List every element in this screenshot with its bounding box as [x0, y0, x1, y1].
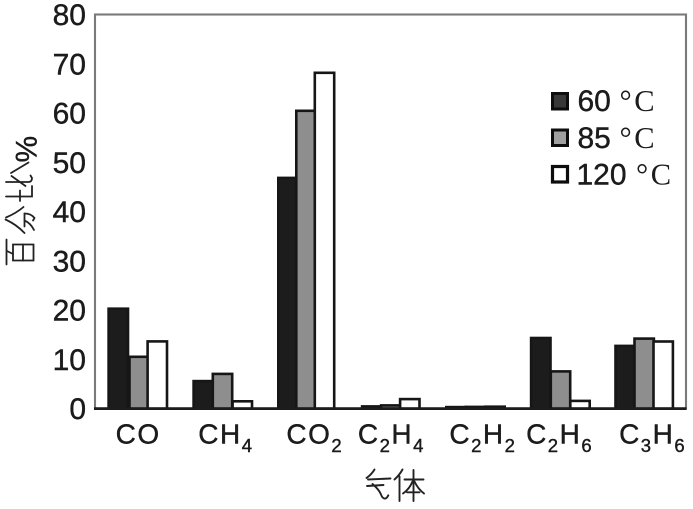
svg-text:°C: °C [636, 157, 674, 191]
svg-text:0: 0 [69, 393, 86, 426]
svg-text:60: 60 [578, 85, 611, 118]
svg-text:85: 85 [578, 122, 611, 155]
svg-text:°C: °C [620, 121, 658, 155]
svg-text:40: 40 [53, 196, 86, 229]
svg-text:60: 60 [53, 98, 86, 131]
svg-text:80: 80 [53, 0, 86, 32]
svg-text:C2H2: C2H2 [449, 419, 516, 457]
svg-text:C2H4: C2H4 [358, 419, 425, 457]
svg-text:CO: CO [116, 419, 161, 450]
svg-text:120: 120 [577, 158, 627, 191]
svg-text:20: 20 [53, 295, 86, 328]
svg-text:70: 70 [53, 48, 86, 81]
svg-text:30: 30 [53, 245, 86, 278]
svg-text:°C: °C [620, 84, 658, 118]
svg-text:10: 10 [53, 344, 86, 377]
svg-text:%: % [11, 136, 44, 163]
svg-text:C2H6: C2H6 [526, 419, 593, 457]
svg-text:50: 50 [53, 147, 86, 180]
